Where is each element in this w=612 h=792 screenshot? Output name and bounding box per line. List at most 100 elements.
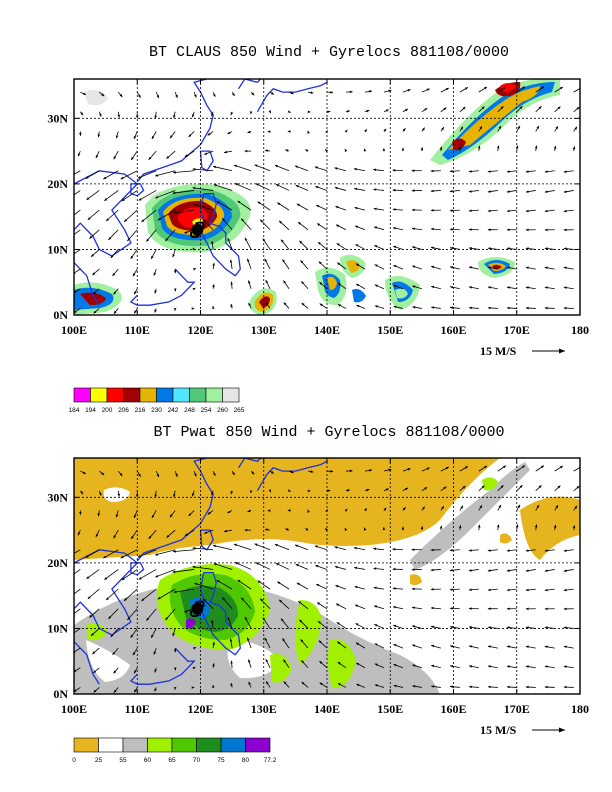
wind-vector-head	[563, 286, 567, 289]
wind-vector-head	[563, 209, 567, 213]
wind-vector-head	[174, 308, 177, 311]
colorbar-label: 260	[217, 407, 228, 414]
wind-vector-head	[93, 291, 97, 294]
wind-vector-head	[82, 92, 86, 95]
wind-vector-head	[462, 486, 466, 489]
wind-vector-head	[232, 93, 235, 97]
wind-vector-head	[204, 152, 208, 155]
wind-vector	[105, 588, 119, 601]
wind-vector-head	[154, 688, 157, 692]
wind-vector-head	[431, 306, 435, 309]
wind-vector-head	[119, 473, 123, 477]
wind-vector-head	[336, 603, 340, 607]
wind-vector-head	[241, 597, 244, 601]
wind-vector-head	[441, 506, 444, 510]
wind-vector-head	[412, 265, 416, 268]
wind-vector-head	[420, 147, 424, 150]
wind-vector-head	[87, 217, 91, 220]
wind-vector-head	[460, 126, 463, 130]
wind-vector-head	[211, 492, 214, 496]
wind-vector-head	[354, 585, 358, 589]
vector-reference-arrowhead	[559, 727, 565, 733]
wind-vector-head	[227, 131, 231, 134]
y-tick-label: 30N	[47, 111, 68, 125]
colorbar-box	[220, 737, 246, 753]
wind-vector-head	[426, 88, 430, 91]
wind-vector	[173, 209, 195, 214]
wind-vector-head	[393, 285, 397, 288]
wind-vector-head	[212, 284, 215, 288]
wind-vector-head	[191, 307, 195, 310]
wind-vector-head	[194, 203, 198, 207]
wind-vector-head	[544, 645, 548, 649]
colorbar-box	[189, 387, 207, 403]
wind-vector-head	[274, 544, 278, 547]
wind-vector-head	[192, 247, 195, 251]
wind-vector	[237, 579, 252, 590]
wind-vector-head	[373, 188, 377, 191]
wind-vector-head	[355, 604, 358, 608]
wind-vector-head	[574, 505, 577, 509]
wind-vector-head	[281, 239, 284, 243]
wind-vector-head	[430, 548, 434, 552]
wind-vector-head	[319, 661, 323, 664]
wind-vector-head	[449, 568, 453, 572]
wind-vector-head	[544, 190, 548, 193]
wind-vector-head	[266, 681, 269, 685]
wind-vector-head	[283, 302, 287, 306]
wind-vector-head	[525, 266, 529, 270]
wind-vector-head	[113, 310, 117, 314]
wind-vector-head	[401, 526, 405, 530]
wind-vector-head	[544, 549, 548, 552]
wind-vector-head	[330, 91, 333, 94]
wind-vector-head	[264, 258, 268, 262]
wind-vector-head	[563, 549, 567, 552]
wind-vector-head	[412, 285, 416, 288]
wind-vector-head	[420, 526, 424, 529]
wind-vector-head	[287, 110, 291, 113]
wind-vector-head	[450, 246, 453, 250]
wind-vector-head	[229, 259, 233, 263]
colorbar-label: 184	[69, 407, 80, 414]
wind-vector-head	[173, 211, 177, 215]
wind-vector-head	[347, 110, 350, 113]
wind-vector-head	[290, 470, 294, 474]
wind-vector-head	[192, 666, 196, 670]
wind-vector-head	[496, 145, 500, 149]
wind-vector-head	[244, 616, 248, 620]
wind-vector-head	[334, 565, 338, 569]
wind-vector-head	[157, 217, 161, 221]
wind-vector	[74, 628, 81, 634]
coastline	[256, 81, 328, 113]
wind-vector-head	[563, 569, 567, 572]
wind-vector-head	[317, 602, 321, 605]
wind-vector-head	[314, 166, 318, 169]
wind-vector-head	[108, 237, 112, 240]
wind-vector-head	[113, 535, 117, 539]
wind-vector-head	[468, 626, 472, 629]
wind-vector-head	[85, 555, 89, 558]
wind-vector	[121, 569, 138, 581]
wind-vector-head	[468, 209, 472, 212]
wind-vector-head	[355, 623, 359, 626]
wind-vector-head	[156, 474, 159, 477]
wind-vector-head	[385, 488, 389, 491]
wind-vector-head	[213, 563, 217, 566]
wind-vector-head	[422, 506, 425, 510]
wind-vector-head	[249, 490, 253, 494]
wind-vector-head	[277, 202, 281, 206]
wind-vector	[213, 184, 233, 191]
wind-vector-head	[525, 549, 529, 552]
wind-vector-head	[230, 491, 234, 495]
colorbar-label: 248	[184, 407, 195, 414]
wind-vector-head	[194, 94, 197, 98]
wind-vector-head	[237, 200, 241, 204]
wind-vector-head	[154, 494, 157, 498]
wind-vector-head	[298, 222, 302, 225]
colorbar-label: 80	[242, 757, 250, 764]
wind-vector-head	[506, 228, 510, 232]
wind-vector-head	[166, 535, 170, 538]
wind-vector-head	[337, 262, 341, 266]
y-tick-label: 10N	[47, 242, 68, 256]
wind-vector	[74, 549, 81, 554]
